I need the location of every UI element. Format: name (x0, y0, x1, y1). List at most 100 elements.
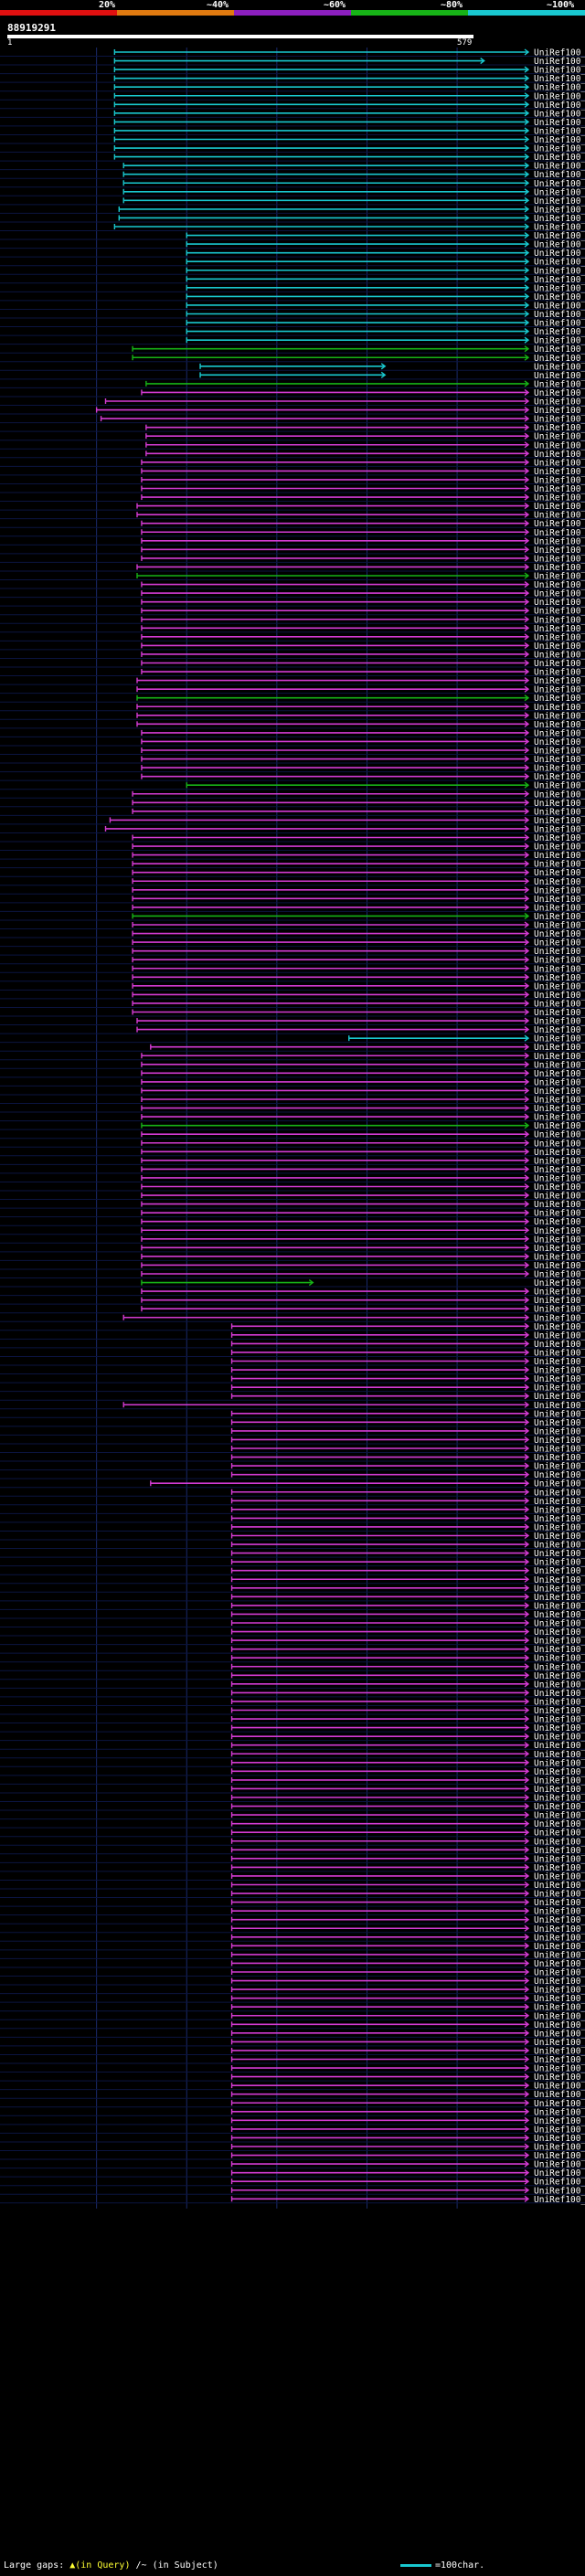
hit-accession-label[interactable]: UniRef100_C6TPB2 (534, 676, 585, 686)
hit-accession-label[interactable]: UniRef100_B4LJV9 (534, 502, 585, 512)
hit-accession-label[interactable]: UniRef100_C4QNB6 (534, 1566, 585, 1576)
hit-accession-label[interactable]: UniRef100_Q4X1X0 (534, 895, 585, 905)
hit-accession-label[interactable]: UniRef100_B9GW33 (534, 74, 585, 84)
hit-accession-label[interactable]: UniRef100_C5DWZ5 (534, 1610, 585, 1620)
hit-accession-label[interactable]: UniRef100_Q8WQK2 (534, 1950, 585, 1960)
hit-accession-label[interactable]: UniRef100_P11964 (534, 2029, 585, 2039)
hit-accession-label[interactable]: UniRef100_UP1000... (534, 467, 585, 477)
hit-accession-label[interactable]: UniRef100_P40202 (534, 1313, 585, 1323)
hit-accession-label[interactable]: UniRef100_Q4X2V8 (534, 258, 585, 268)
hit-accession-label[interactable]: UniRef100_Q7Q4W2 (534, 1959, 585, 1969)
hit-accession-label[interactable]: UniRef100_B4NMT0 (534, 423, 585, 433)
hit-accession-label[interactable]: UniRef100_UP1000... (534, 641, 585, 652)
hit-accession-label[interactable]: UniRef100_Q4ZJ15 (534, 162, 585, 172)
hit-accession-label[interactable]: UniRef100_Q1DY58 (534, 790, 585, 800)
hit-accession-label[interactable]: UniRef100_Q06021 (534, 1357, 585, 1367)
hit-accession-label[interactable]: UniRef100_C1H6W0 (534, 843, 585, 853)
hit-accession-label[interactable]: UniRef100_UP1000... (534, 580, 585, 590)
hit-accession-label[interactable]: UniRef100_UP1000... (534, 528, 585, 538)
hit-accession-label[interactable]: UniRef100_C8ZG79 (534, 1270, 585, 1280)
hit-accession-label[interactable]: UniRef100_B4HMD6 (534, 703, 585, 713)
hit-accession-label[interactable]: UniRef100_UP1000... (534, 728, 585, 738)
hit-accession-label[interactable]: UniRef100_Q3SKX0 (534, 1366, 585, 1376)
hit-accession-label[interactable]: UniRef100_UP1000... (534, 659, 585, 669)
hit-accession-label[interactable]: UniRef100_Q67524 (534, 1750, 585, 1760)
hit-accession-label[interactable]: UniRef100_Q1461R (534, 598, 585, 608)
hit-accession-label[interactable]: UniRef100_B6T1E2 (534, 1532, 585, 1542)
hit-accession-label[interactable]: UniRef100_C5FQ11 (534, 833, 585, 843)
hit-accession-label[interactable]: UniRef100_A8Q3J1 (534, 1706, 585, 1716)
hit-accession-label[interactable]: UniRef100_B2AXG1 (534, 1156, 585, 1166)
hit-accession-label[interactable]: UniRef100_A9LMU2 (534, 1933, 585, 1943)
hit-accession-label[interactable]: UniRef100_Q71331 (534, 1741, 585, 1751)
hit-accession-label[interactable]: UniRef100_A5AU82 (534, 101, 585, 111)
hit-accession-label[interactable]: UniRef100_UP1000... (534, 536, 585, 546)
hit-accession-label[interactable]: UniRef100_Q4XQT7 (534, 336, 585, 346)
hit-accession-label[interactable]: UniRef100_P14830 (534, 1819, 585, 1829)
hit-accession-label[interactable]: UniRef100_A3ZWD3 (534, 1890, 585, 1900)
hit-accession-label[interactable]: UniRef100_C5DQ83 (534, 1235, 585, 1245)
hit-accession-label[interactable]: UniRef100_Q1DP93 (534, 824, 585, 834)
hit-accession-label[interactable]: UniRef100_A9LNH7 (534, 1924, 585, 1935)
hit-accession-label[interactable]: UniRef100_C4QWM2 (534, 1209, 585, 1219)
hit-accession-label[interactable]: UniRef100_P7SQD6 (534, 1479, 585, 1489)
hit-accession-label[interactable]: UniRef100_A9PAF4 (534, 1558, 585, 1568)
hit-accession-label[interactable]: UniRef100_Q49073 (534, 1942, 585, 1952)
hit-accession-label[interactable]: UniRef100_C7Z9I2 (534, 1017, 585, 1027)
hit-accession-label[interactable]: UniRef100_Q3SX34 (534, 2134, 585, 2144)
hit-accession-label[interactable]: UniRef100_C5FN49 (534, 1436, 585, 1446)
hit-accession-label[interactable]: UniRef100_A7RTB6 (534, 2151, 585, 2161)
hit-accession-label[interactable]: UniRef100_A1ED47 (534, 1383, 585, 1394)
hit-accession-label[interactable]: UniRef100_Q4ST32 (534, 563, 585, 573)
hit-accession-label[interactable]: UniRef100_Q2A9X0 (534, 1689, 585, 1699)
hit-accession-label[interactable]: UniRef100_Q6XI59 (534, 1113, 585, 1123)
hit-accession-label[interactable]: UniRef100_Q6Z2F8 (534, 153, 585, 163)
hit-accession-label[interactable]: UniRef100_Q7Q1Q8 (534, 1008, 585, 1018)
hit-accession-label[interactable]: UniRef100_Q6EJ78 (534, 2186, 585, 2196)
hit-accession-label[interactable]: UniRef100_Q7RBV7 (534, 1173, 585, 1183)
hit-accession-label[interactable]: UniRef100_Q67Y08 (534, 144, 585, 154)
hit-accession-label[interactable]: UniRef100_B3VW52 (534, 362, 585, 372)
hit-accession-label[interactable]: UniRef100_Q2TZY2 (534, 947, 585, 957)
hit-accession-label[interactable]: UniRef100_Q6TXF6 (534, 1871, 585, 1882)
hit-accession-label[interactable]: UniRef100_B3VW63 (534, 371, 585, 381)
hit-accession-label[interactable]: UniRef100_Q6AIW0 (534, 2072, 585, 2083)
hit-accession-label[interactable]: UniRef100_C3Z3X0 (534, 406, 585, 416)
hit-accession-label[interactable]: UniRef100_UP1000... (534, 1637, 585, 1647)
hit-accession-label[interactable]: UniRef100_A9PJA9 (534, 1549, 585, 1559)
hit-accession-label[interactable]: UniRef100_Q7QCE4 (534, 2064, 585, 2074)
hit-accession-label[interactable]: UniRef100_B9TSW3 (534, 484, 585, 494)
hit-accession-label[interactable]: UniRef100_Q3JT4B (534, 398, 585, 408)
hit-accession-label[interactable]: UniRef100_Q6CF10 (534, 799, 585, 809)
hit-accession-label[interactable]: UniRef100_Q6CIQ2 (534, 1680, 585, 1690)
hit-accession-label[interactable]: UniRef100_Q3GGU2 (534, 283, 585, 293)
hit-accession-label[interactable]: UniRef100_Q22668 (534, 1645, 585, 1655)
hit-accession-label[interactable]: UniRef100_UP1000... (534, 432, 585, 442)
hit-accession-label[interactable]: UniRef100_C4JEM9 (534, 755, 585, 765)
hit-accession-label[interactable]: UniRef100_B6TAX5 (534, 1986, 585, 1996)
hit-accession-label[interactable]: UniRef100_B2W3P8 (534, 1697, 585, 1707)
hit-accession-label[interactable]: UniRef100_UP1000... (534, 450, 585, 460)
hit-accession-label[interactable]: UniRef100_A9SNG9 (534, 781, 585, 791)
hit-accession-label[interactable]: UniRef100_C0S646 (534, 1305, 585, 1315)
hit-accession-label[interactable]: UniRef100_UP1000... (534, 554, 585, 564)
hit-accession-label[interactable]: UniRef100_Q16MA0 (534, 807, 585, 817)
hit-accession-label[interactable]: UniRef100_P14831 (534, 2020, 585, 2030)
hit-accession-label[interactable]: UniRef100_A4SMG3 (534, 388, 585, 398)
hit-accession-label[interactable]: UniRef100_Q00RX1 (534, 1846, 585, 1856)
hit-accession-label[interactable]: UniRef100_Q681F4 (534, 135, 585, 145)
hit-accession-label[interactable]: UniRef100_Q6FUB1 (534, 1226, 585, 1236)
hit-accession-label[interactable]: UniRef100_A6RGW7 (534, 868, 585, 878)
hit-accession-label[interactable]: UniRef100_B2LYR7 (534, 1374, 585, 1384)
hit-accession-label[interactable]: UniRef100_B7UEY4 (534, 2178, 585, 2188)
hit-accession-label[interactable]: UniRef100_Q6PWT7 (534, 546, 585, 556)
hit-accession-label[interactable]: UniRef100_Q6B7T1 (534, 1802, 585, 1812)
hit-accession-label[interactable]: UniRef100_C6T360 (534, 1898, 585, 1908)
hit-accession-label[interactable]: UniRef100_P24707 (534, 1330, 585, 1341)
hit-accession-label[interactable]: UniRef100_B9H752 (534, 187, 585, 197)
hit-accession-label[interactable]: UniRef100_A8IDF0 (534, 1505, 585, 1515)
hit-accession-label[interactable]: UniRef100_Q6BK66 (534, 981, 585, 991)
hit-accession-label[interactable]: UniRef100_P10792 (534, 1619, 585, 1629)
hit-accession-label[interactable]: UniRef100_Q7XTY9 (534, 170, 585, 180)
hit-accession-label[interactable]: UniRef100_Q4XQU6 (534, 275, 585, 285)
